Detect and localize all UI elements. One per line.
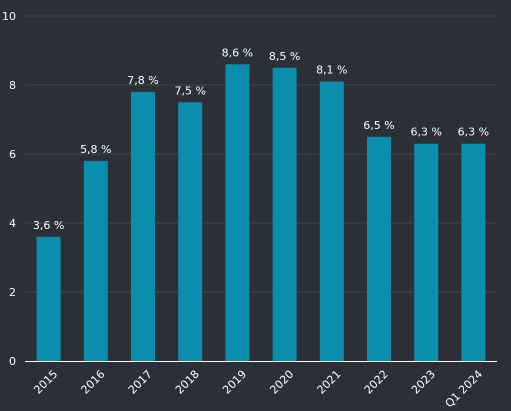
bar-2015 bbox=[36, 236, 61, 361]
data-labels: 3,6 % 5,8 % 7,8 % 7,5 % 8,6 % 8,5 % 8,1 % 6,5 %… bbox=[33, 46, 489, 232]
bar-2019 bbox=[225, 64, 250, 362]
bar-2022 bbox=[367, 136, 391, 361]
data-label-q1-2024: 6,3 % bbox=[458, 126, 489, 139]
y-tick-label-10: 10 bbox=[2, 10, 16, 23]
bar-2021 bbox=[319, 81, 344, 362]
bar-2017 bbox=[131, 91, 155, 362]
y-tick-label-8: 8 bbox=[9, 79, 16, 92]
bar-2018 bbox=[178, 102, 203, 361]
y-tick-label-4: 4 bbox=[9, 217, 16, 230]
data-label-2020: 8,5 % bbox=[269, 50, 300, 63]
y-tick-label-2: 2 bbox=[9, 286, 16, 299]
data-label-2015: 3,6 % bbox=[33, 219, 64, 232]
bar-2023 bbox=[414, 143, 439, 361]
bar-q1-2024 bbox=[461, 143, 486, 361]
data-label-2016: 5,8 % bbox=[80, 143, 111, 156]
data-label-2023: 6,3 % bbox=[410, 126, 441, 139]
data-label-2019: 8,6 % bbox=[222, 46, 253, 59]
y-tick-label-6: 6 bbox=[9, 148, 16, 161]
y-axis-tick-labels: 0 2 4 6 8 10 bbox=[2, 10, 16, 368]
data-label-2022: 6,5 % bbox=[363, 119, 394, 132]
data-label-2017: 7,8 % bbox=[127, 74, 158, 87]
y-tick-label-0: 0 bbox=[9, 355, 16, 368]
data-label-2021: 8,1 % bbox=[316, 64, 347, 77]
bar-series bbox=[36, 64, 486, 362]
bar-2016 bbox=[83, 160, 108, 361]
data-label-2018: 7,5 % bbox=[174, 84, 205, 97]
bar-2020 bbox=[272, 67, 297, 361]
